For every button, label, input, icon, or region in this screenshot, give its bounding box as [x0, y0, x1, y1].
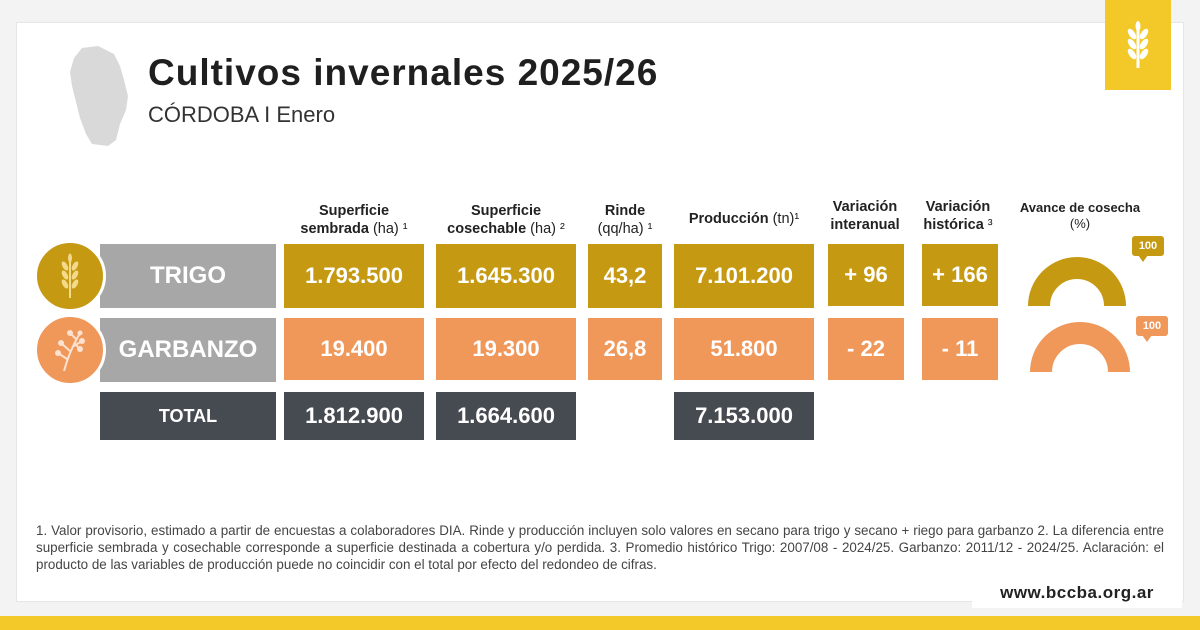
col-header-variacion-historica: Variación histórica ³ — [923, 199, 993, 233]
col-header-superficie-sembrada: Superficie sembrada (ha) ¹ — [300, 203, 408, 237]
chickpea-plant-icon — [55, 330, 85, 372]
total-produccion: 7.153.000 — [674, 392, 814, 440]
row-label-trigo: TRIGO — [100, 244, 276, 308]
wheat-icon — [61, 253, 79, 298]
trigo-produccion: 7.101.200 — [674, 244, 814, 308]
total-superficie-cosechable: 1.664.600 — [436, 392, 576, 440]
garbanzo-variacion-historica: - 11 — [922, 318, 998, 380]
garbanzo-variacion-interanual: - 22 — [828, 318, 904, 380]
row-label-garbanzo: GARBANZO — [100, 318, 276, 382]
trigo-avance-gauge — [1028, 257, 1126, 306]
col-header-rinde: Rinde (qq/ha) ¹ — [597, 203, 653, 237]
infographic-card — [16, 22, 1184, 602]
brand-badge — [1105, 0, 1171, 90]
garbanzo-badge — [34, 314, 106, 386]
page-subtitle: CÓRDOBA I Enero — [148, 102, 336, 127]
trigo-superficie-sembrada: 1.793.500 — [284, 244, 424, 308]
garbanzo-avance-gauge — [1030, 322, 1130, 372]
cordoba-map-icon — [70, 46, 128, 146]
footnote: 1. Valor provisorio, estimado a partir d… — [36, 523, 1164, 572]
col-header-produccion: Producción (tn)¹ — [688, 211, 800, 227]
page-title: Cultivos invernales 2025/26 — [148, 52, 659, 93]
wheat-logo-icon — [1127, 21, 1149, 68]
row-label-total: TOTAL — [100, 392, 276, 440]
col-header-avance-cosecha: Avance de cosecha (%) — [1019, 200, 1141, 231]
trigo-rinde: 43,2 — [588, 244, 662, 308]
garbanzo-produccion: 51.800 — [674, 318, 814, 380]
trigo-variacion-historica: + 166 — [922, 244, 998, 306]
website-url: www.bccba.org.ar — [972, 578, 1182, 608]
garbanzo-superficie-cosechable: 19.300 — [436, 318, 576, 380]
total-superficie-sembrada: 1.812.900 — [284, 392, 424, 440]
trigo-variacion-interanual: + 96 — [828, 244, 904, 306]
trigo-badge — [34, 240, 106, 312]
garbanzo-avance-bubble: 100 — [1136, 316, 1168, 342]
garbanzo-rinde: 26,8 — [588, 318, 662, 380]
trigo-avance-bubble: 100 — [1132, 236, 1164, 262]
col-header-superficie-cosechable: Superficie cosechable (ha) ² — [447, 203, 565, 237]
bottom-stripe — [0, 616, 1200, 630]
trigo-superficie-cosechable: 1.645.300 — [436, 244, 576, 308]
col-header-variacion-interanual: Variación interanual — [830, 199, 900, 233]
garbanzo-superficie-sembrada: 19.400 — [284, 318, 424, 380]
